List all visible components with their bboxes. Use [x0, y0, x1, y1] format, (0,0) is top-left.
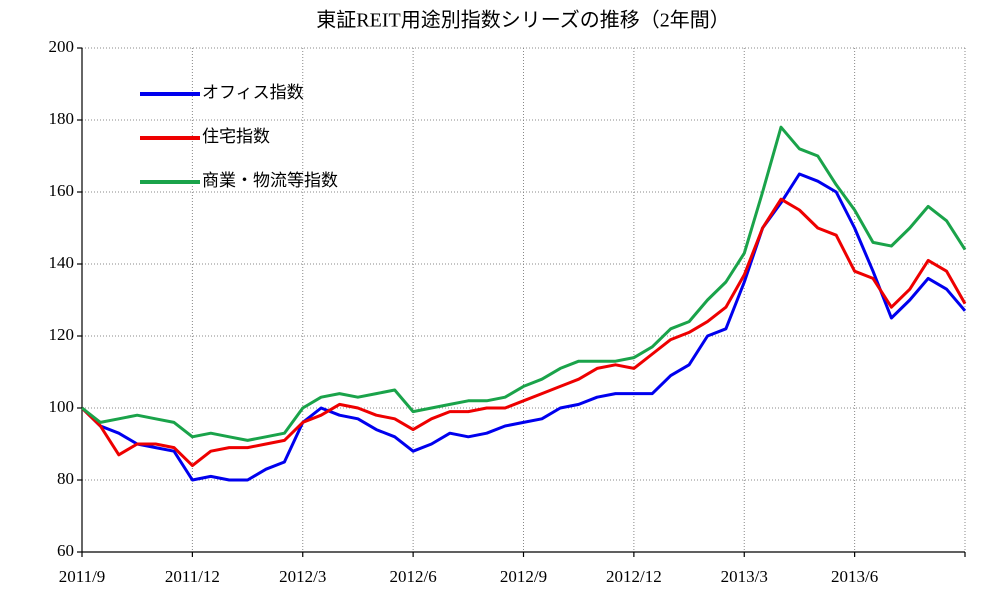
x-tick-label: 2013/6	[831, 567, 878, 586]
x-tick-label: 2012/9	[500, 567, 547, 586]
series-line	[80, 197, 967, 468]
y-tick-label: 160	[49, 181, 75, 200]
y-tick-label: 100	[49, 397, 75, 416]
x-tick-label: 2012/3	[279, 567, 326, 586]
y-tick-label: 180	[49, 109, 75, 128]
y-tick-label: 200	[49, 37, 75, 56]
series-line	[80, 172, 967, 482]
x-tick-label: 2011/9	[59, 567, 106, 586]
y-tick-label: 60	[57, 541, 74, 560]
legend-label: 住宅指数	[202, 127, 270, 146]
y-tick-label: 120	[49, 325, 75, 344]
x-tick-label: 2011/12	[165, 567, 220, 586]
x-tick-label: 2013/3	[721, 567, 768, 586]
y-tick-label: 80	[57, 469, 74, 488]
x-tick-label: 2012/6	[390, 567, 437, 586]
x-tick-label: 2012/12	[606, 567, 662, 586]
y-tick-label: 140	[49, 253, 75, 272]
chart-title: 東証REIT用途別指数シリーズの推移（2年間）	[316, 9, 729, 32]
series-line	[81, 125, 967, 442]
legend-label: 商業・物流等指数	[202, 171, 338, 190]
legend-label: オフィス指数	[202, 83, 304, 102]
